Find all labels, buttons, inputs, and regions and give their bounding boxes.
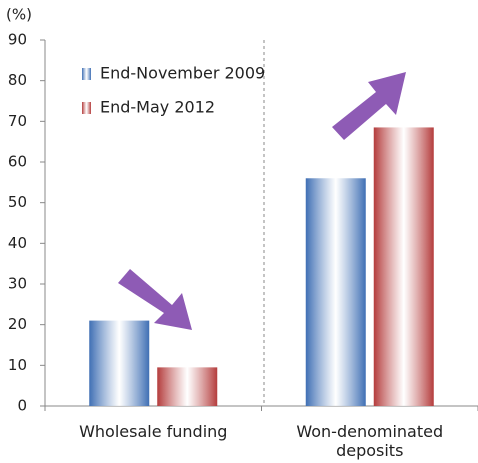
y-tick-label: 10 <box>8 356 27 374</box>
y-tick-label: 80 <box>8 71 27 89</box>
y-tick-label: 50 <box>8 193 27 211</box>
legend-swatch <box>82 68 91 80</box>
y-tick-label: 70 <box>8 112 27 130</box>
legend-label: End-November 2009 <box>100 64 265 83</box>
bar <box>89 320 150 406</box>
arrow-up <box>332 72 406 140</box>
y-tick-label: 40 <box>8 234 27 252</box>
bar <box>305 178 366 406</box>
y-tick-label: 0 <box>17 397 27 415</box>
y-unit-label: (%) <box>6 6 32 24</box>
bar <box>373 127 434 406</box>
bar <box>157 367 218 406</box>
y-tick-label: 30 <box>8 275 27 293</box>
arrow-down <box>118 269 192 330</box>
legend-label: End-May 2012 <box>100 98 215 117</box>
y-tick-label: 60 <box>8 153 27 171</box>
y-tick-label: 20 <box>8 315 27 333</box>
trend-arrows <box>118 72 406 330</box>
legend-swatch <box>82 102 91 114</box>
x-tick-label: Won-denominated deposits <box>296 422 444 460</box>
y-tick-label: 90 <box>8 31 27 49</box>
x-tick-label: Wholesale funding <box>79 422 228 441</box>
